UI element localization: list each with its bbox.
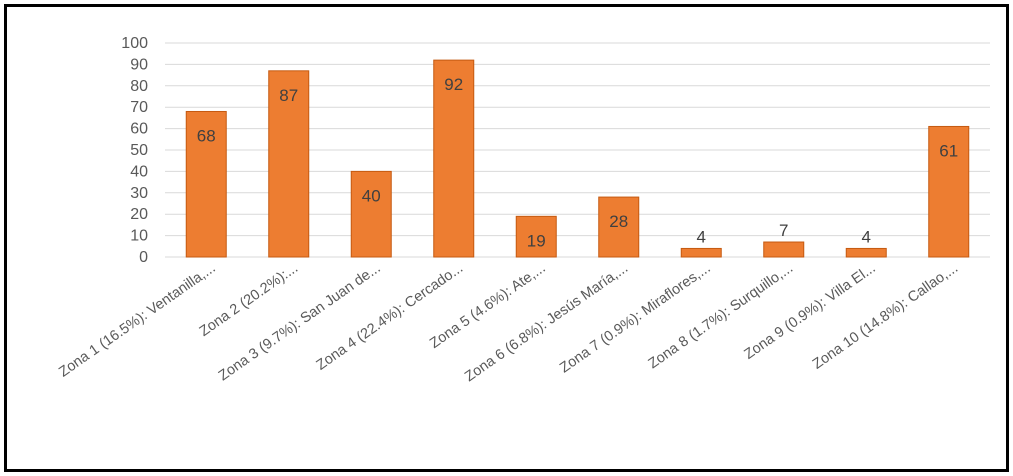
- data-label: 19: [527, 231, 546, 250]
- y-tick-label: 10: [130, 228, 148, 245]
- data-label: 92: [444, 75, 463, 94]
- y-tick-label: 90: [130, 56, 148, 73]
- data-label: 4: [862, 227, 871, 246]
- x-category-label: Zona 1 (16.5%): Ventanilla,...: [56, 260, 218, 380]
- bar: [515, 215, 557, 258]
- chart-frame: [4, 4, 1009, 472]
- data-label: 87: [279, 86, 298, 105]
- y-tick-label: 60: [130, 121, 148, 138]
- y-tick-label: 40: [130, 163, 148, 180]
- bar: [268, 70, 310, 258]
- y-tick-label: 80: [130, 78, 148, 95]
- y-tick-label: 100: [121, 35, 148, 52]
- bars: [185, 59, 970, 258]
- data-label: 7: [779, 221, 788, 240]
- x-category-label: Zona 7 (0.9%): Miraflores,...: [557, 260, 713, 376]
- data-labels: 68 87 40 92 19 28 4 7 4 61: [197, 75, 958, 250]
- y-axis-ticks: 0 10 20 30 40 50 60 70 80 90 100: [121, 35, 148, 266]
- data-label: 28: [609, 212, 628, 231]
- bar: [433, 59, 475, 258]
- y-tick-label: 0: [139, 249, 148, 266]
- data-label: 61: [939, 141, 958, 160]
- y-tick-label: 30: [130, 185, 148, 202]
- x-category-label: Zona 8 (1.7%): Surquillo,...: [646, 260, 796, 372]
- bar: [185, 110, 227, 258]
- data-label: 68: [197, 126, 216, 145]
- x-category-label: Zona 4 (22.4%): Cercado...: [314, 260, 466, 373]
- x-category-label: Zona 3 (9.7%): San Juan de...: [216, 260, 384, 384]
- y-tick-label: 20: [130, 206, 148, 223]
- y-tick-label: 70: [130, 99, 148, 116]
- bar: [763, 241, 805, 258]
- data-label: 40: [362, 186, 381, 205]
- data-label: 4: [697, 227, 706, 246]
- y-tick-label: 50: [130, 142, 148, 159]
- x-category-label: Zona 6 (6.8%): Jesús María,...: [462, 260, 631, 385]
- bar: [680, 247, 722, 258]
- x-category-label: Zona 9 (0.9%): Villa El...: [742, 260, 879, 363]
- bar: [350, 170, 392, 258]
- bar: [928, 125, 970, 258]
- bar: [845, 247, 887, 258]
- x-category-label: Zona 10 (14.8%): Callao,...: [810, 260, 961, 373]
- bar: [598, 196, 640, 258]
- x-axis-categories: Zona 1 (16.5%): Ventanilla,...Zona 2 (20…: [56, 260, 961, 385]
